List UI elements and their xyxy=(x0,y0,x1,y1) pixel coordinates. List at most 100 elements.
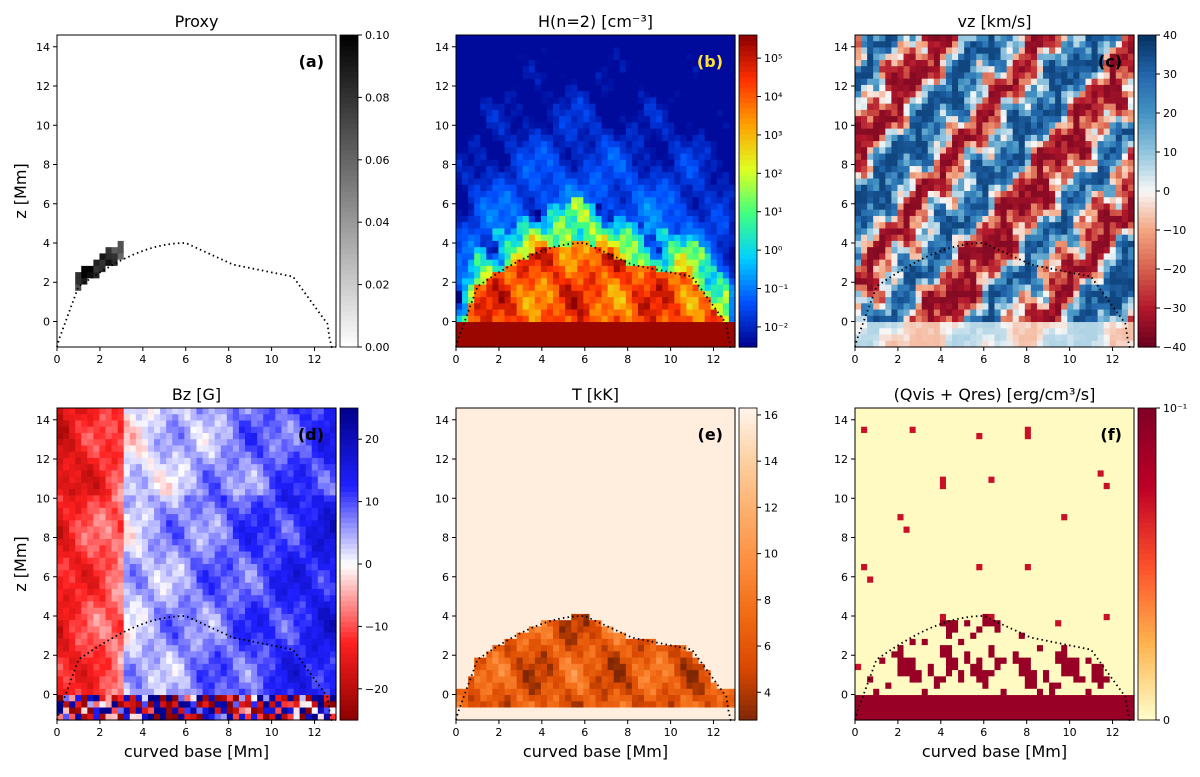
heatmap-cell xyxy=(154,303,161,311)
heatmap-cell xyxy=(650,97,657,105)
heatmap-cell xyxy=(716,72,724,80)
heatmap-cell xyxy=(631,272,639,279)
heatmap-cell xyxy=(692,272,700,279)
colorbar-step xyxy=(739,97,757,104)
heatmap-cell xyxy=(147,278,155,286)
heatmap-cell xyxy=(281,184,289,192)
heatmap-cell xyxy=(117,209,125,217)
heatmap-cell xyxy=(595,309,603,317)
heatmap-cell xyxy=(571,166,578,173)
heatmap-cell xyxy=(141,116,149,123)
heatmap-cell xyxy=(232,103,240,111)
heatmap-cell xyxy=(722,322,730,329)
heatmap-cell xyxy=(710,53,718,61)
heatmap-cell xyxy=(486,278,493,286)
heatmap-cell xyxy=(589,340,597,348)
heatmap-cell xyxy=(583,166,591,173)
heatmap-cell xyxy=(123,259,131,267)
heatmap-cell xyxy=(220,197,228,205)
heatmap-cell xyxy=(668,259,675,267)
heatmap-cell xyxy=(75,153,82,161)
heatmap-cell xyxy=(63,109,70,117)
heatmap-cell xyxy=(546,228,554,236)
heatmap-cell xyxy=(135,53,143,61)
heatmap-cell xyxy=(305,203,313,211)
heatmap-cell xyxy=(668,59,675,67)
heatmap-cell xyxy=(577,78,584,86)
heatmap-cell xyxy=(601,259,609,267)
heatmap-cell xyxy=(710,234,718,242)
colorbar-step xyxy=(340,232,358,239)
heatmap-cell xyxy=(105,141,113,148)
heatmap-cell xyxy=(510,247,518,254)
heatmap-cell xyxy=(692,166,700,173)
heatmap-cell xyxy=(456,247,463,254)
heatmap-cell xyxy=(57,215,64,223)
heatmap-cell xyxy=(269,134,276,142)
heatmap-cell xyxy=(220,303,228,311)
heatmap-cell xyxy=(546,147,554,155)
heatmap-cell xyxy=(99,203,107,211)
heatmap-cell xyxy=(867,297,874,304)
heatmap-cell xyxy=(257,109,264,117)
heatmap-cell xyxy=(147,328,155,336)
heatmap-cell xyxy=(698,153,706,161)
heatmap-cell xyxy=(257,159,264,167)
heatmap-cell xyxy=(468,147,475,155)
heatmap-cell xyxy=(69,228,76,236)
heatmap-cell xyxy=(245,322,252,329)
heatmap-cell xyxy=(232,215,240,223)
heatmap-cell xyxy=(480,128,487,136)
heatmap-cell xyxy=(522,103,530,111)
heatmap-cell xyxy=(293,172,301,180)
heatmap-cell xyxy=(589,272,597,279)
heatmap-cell xyxy=(281,122,289,130)
heatmap-cell xyxy=(129,303,137,311)
heatmap-cell xyxy=(504,240,512,248)
heatmap-cell xyxy=(631,41,639,49)
heatmap-cell xyxy=(323,66,331,74)
heatmap-cell xyxy=(69,141,76,148)
heatmap-cell xyxy=(214,159,222,167)
heatmap-cell xyxy=(637,141,645,148)
heatmap-cell xyxy=(692,134,700,142)
heatmap-cell xyxy=(583,41,591,49)
heatmap-cell xyxy=(245,147,252,155)
heatmap-cell xyxy=(571,153,578,161)
heatmap-cell xyxy=(583,53,591,61)
heatmap-cell xyxy=(504,284,512,292)
heatmap-cell xyxy=(698,278,706,286)
heatmap-cell xyxy=(123,41,131,49)
heatmap-cell xyxy=(534,309,542,317)
heatmap-cell xyxy=(595,153,603,161)
heatmap-cell xyxy=(595,259,603,267)
heatmap-cell xyxy=(480,47,487,55)
heatmap-cell xyxy=(184,91,192,98)
heatmap-cell xyxy=(69,53,76,61)
heatmap-cell xyxy=(93,278,101,286)
heatmap-cell xyxy=(75,297,82,304)
heatmap-cell xyxy=(662,84,669,92)
heatmap-cell xyxy=(510,141,518,148)
heatmap-cell xyxy=(577,172,584,180)
heatmap-cell xyxy=(281,215,289,223)
heatmap-cell xyxy=(553,247,560,254)
heatmap-cell xyxy=(607,178,615,186)
heatmap-cell xyxy=(710,340,718,348)
heatmap-cell xyxy=(172,334,179,342)
heatmap-cell xyxy=(299,91,307,98)
heatmap-cell xyxy=(625,265,633,273)
heatmap-cell xyxy=(540,109,548,117)
heatmap-cell xyxy=(692,41,700,49)
heatmap-cell xyxy=(607,240,615,248)
heatmap-cell xyxy=(323,322,331,329)
heatmap-cell xyxy=(111,315,119,323)
heatmap-cell xyxy=(226,215,234,223)
heatmap-cell xyxy=(716,272,724,279)
heatmap-cell xyxy=(534,303,542,311)
heatmap-cell xyxy=(251,228,258,236)
heatmap-cell xyxy=(474,309,481,317)
heatmap-cell xyxy=(462,116,469,123)
heatmap-cell xyxy=(510,103,518,111)
heatmap-cell xyxy=(674,172,682,180)
